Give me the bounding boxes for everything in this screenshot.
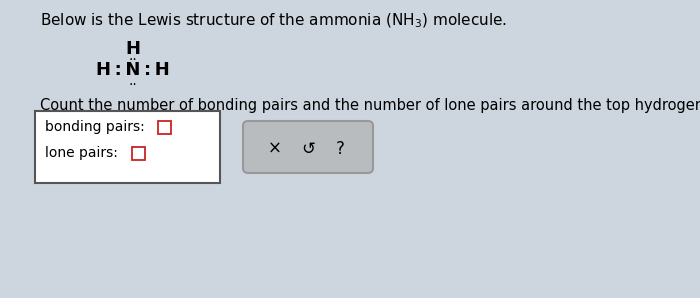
Bar [158, 121, 171, 134]
FancyBboxPatch shape [35, 111, 220, 183]
Text: ×: × [268, 140, 282, 158]
Text: Count the number of bonding pairs and the number of lone pairs around the top hy: Count the number of bonding pairs and th… [40, 98, 700, 113]
Text: H: H [125, 40, 141, 58]
Bar [132, 147, 145, 160]
Text: bonding pairs:: bonding pairs: [45, 120, 145, 134]
Text: lone pairs:: lone pairs: [45, 146, 118, 160]
Text: ↺: ↺ [301, 140, 315, 158]
Text: ?: ? [335, 140, 344, 158]
Text: Below is the Lewis structure of the ammonia $\mathregular{(NH_3)}$ molecule.: Below is the Lewis structure of the ammo… [40, 12, 507, 30]
Text: H : N : H: H : N : H [96, 61, 170, 79]
Text: ··: ·· [129, 78, 137, 92]
FancyBboxPatch shape [243, 121, 373, 173]
Text: ··: ·· [129, 53, 137, 67]
